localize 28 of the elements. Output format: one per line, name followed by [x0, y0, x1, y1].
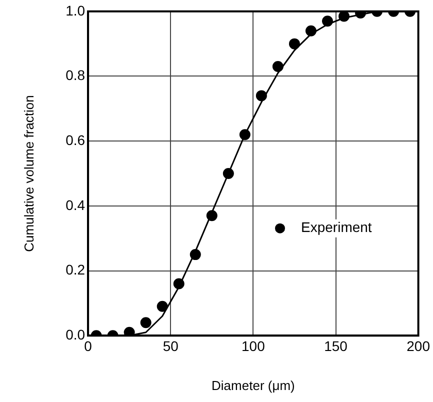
- x-tick-label: 0: [84, 338, 92, 354]
- x-tick-label: 100: [242, 338, 266, 354]
- point: [140, 317, 152, 328]
- point: [272, 61, 284, 72]
- x-tick-label: 200: [406, 338, 430, 354]
- point: [239, 129, 250, 140]
- y-tick-label: 0.6: [66, 132, 86, 148]
- y-tick-label: 0.0: [66, 326, 86, 342]
- point: [206, 210, 218, 222]
- y-tick-label: 1.0: [66, 2, 86, 18]
- point: [190, 249, 201, 260]
- point: [288, 38, 300, 50]
- legend-label: Experiment: [301, 219, 372, 236]
- x-axis-title: Diameter (μm): [212, 378, 295, 393]
- point: [305, 25, 316, 36]
- point: [173, 278, 184, 290]
- y-tick-label: 0.8: [66, 67, 86, 84]
- x-tick-label: 150: [324, 338, 348, 354]
- point: [256, 90, 267, 102]
- point: [156, 300, 168, 312]
- point: [338, 11, 350, 22]
- point: [322, 16, 333, 27]
- y-axis-title: Cumulative volume fraction: [21, 95, 36, 252]
- point: [124, 326, 135, 336]
- y-tick-label: 0.2: [66, 262, 86, 278]
- y-tick-label: 0.4: [66, 196, 86, 213]
- x-tick-label: 50: [162, 338, 179, 354]
- point: [222, 168, 234, 179]
